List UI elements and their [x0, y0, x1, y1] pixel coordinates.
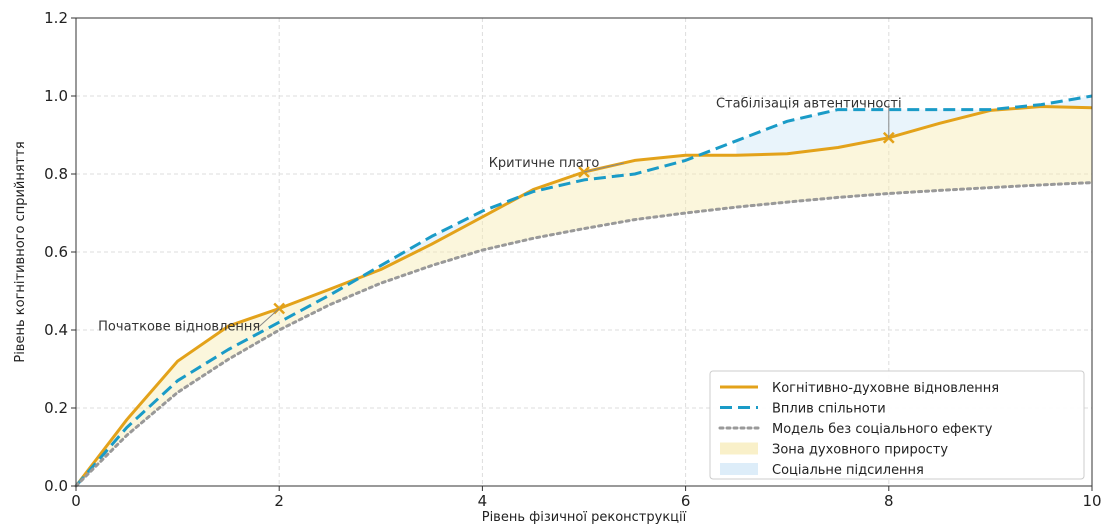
legend-swatch — [720, 442, 758, 455]
legend-box — [709, 370, 1085, 480]
legend-label: Соціальне підсилення — [772, 463, 924, 478]
fill-areas — [76, 96, 1092, 486]
y-tick-label: 0.2 — [44, 399, 68, 417]
legend-label: Вплив спільноти — [772, 402, 886, 417]
legend-label: Зона духовного приросту — [772, 443, 948, 458]
x-tick-label: 4 — [478, 492, 488, 510]
annotation-label: Початкове відновлення — [98, 320, 260, 335]
annotation-arrow — [258, 308, 280, 327]
series-line-1 — [74, 94, 1093, 487]
annotation-label: Стабілізація автентичності — [716, 97, 902, 112]
x-tick-label: 2 — [274, 492, 284, 510]
series-line-2 — [74, 181, 1094, 488]
legend: Когнітивно-духовне відновлення Вплив спіл… — [709, 370, 1085, 480]
x-axis-label: Рівень фізичної реконструкції — [482, 510, 687, 524]
y-tick-label: 1.2 — [44, 9, 68, 27]
y-tick-label: 0.0 — [44, 477, 68, 495]
y-tick-label: 0.8 — [44, 165, 68, 183]
y-tick-label: 0.6 — [44, 243, 68, 261]
legend-swatch — [720, 463, 758, 475]
annotations: Початкове відновлення Критичне плато Стабі… — [98, 97, 901, 335]
annotation-arrow — [583, 162, 625, 173]
legend-label: Модель без соціального ефекту — [772, 422, 993, 437]
tick-labels: 0 2 4 6 8 10 0.0 0.2 0.4 0.6 0.8 1.0 1.2 — [44, 9, 1101, 510]
x-tick-label: 8 — [884, 492, 894, 510]
x-tick-label: 10 — [1082, 492, 1101, 510]
annotation-label: Критичне плато — [489, 156, 600, 171]
y-tick-label: 1.0 — [44, 87, 68, 105]
y-axis-label: Рівень когнітивного сприйняття — [13, 141, 28, 362]
x-tick-label: 6 — [681, 492, 691, 510]
x-tick-label: 0 — [71, 492, 81, 510]
legend-label: Когнітивно-духовне відновлення — [772, 381, 999, 396]
spiritual-growth-zone — [76, 106, 1092, 486]
y-tick-label: 0.4 — [44, 321, 68, 339]
